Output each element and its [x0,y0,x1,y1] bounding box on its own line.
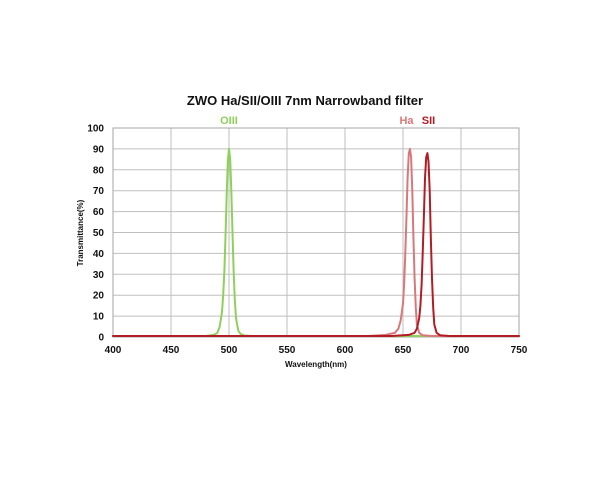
x-tick-label: 450 [163,345,180,356]
series-label-ha: Ha [399,115,414,127]
series-line-sii [112,152,520,337]
series-line-oiii [112,147,520,337]
y-tick-label: 50 [93,228,105,239]
x-tick-label: 600 [337,345,354,356]
x-tick-label: 750 [511,345,528,356]
x-tick-label: 650 [395,345,412,356]
series-label-oiii: OIII [220,115,238,127]
y-tick-label: 20 [93,291,105,302]
x-tick-label: 500 [221,345,238,356]
y-tick-label: 30 [93,270,105,281]
x-tick-label: 550 [279,345,296,356]
grid [112,127,520,338]
series-line-ha [112,147,520,337]
x-tick-labels: 400 450 500 550 600 650 700 750 [105,345,528,356]
y-tick-label: 70 [93,186,105,197]
series-label-sii: SII [422,115,435,127]
y-axis-label: Transmittance(%) [76,199,85,266]
y-tick-label: 80 [93,165,105,176]
y-tick-label: 10 [93,312,105,323]
y-tick-label: 0 [98,333,104,344]
y-tick-label: 60 [93,207,105,218]
chart-title: ZWO Ha/SII/OIII 7nm Narrowband filter [187,93,423,108]
y-tick-label: 100 [87,124,104,135]
y-tick-labels: 0 10 20 30 40 50 60 70 80 90 100 [87,124,104,344]
x-tick-label: 400 [105,345,122,356]
series-labels: OIII Ha SII [220,115,435,127]
series-lines [112,147,520,337]
y-tick-label: 90 [93,144,105,155]
y-tick-label: 40 [93,249,105,260]
x-tick-label: 700 [453,345,470,356]
x-axis-label: Wavelength(nm) [285,360,347,369]
